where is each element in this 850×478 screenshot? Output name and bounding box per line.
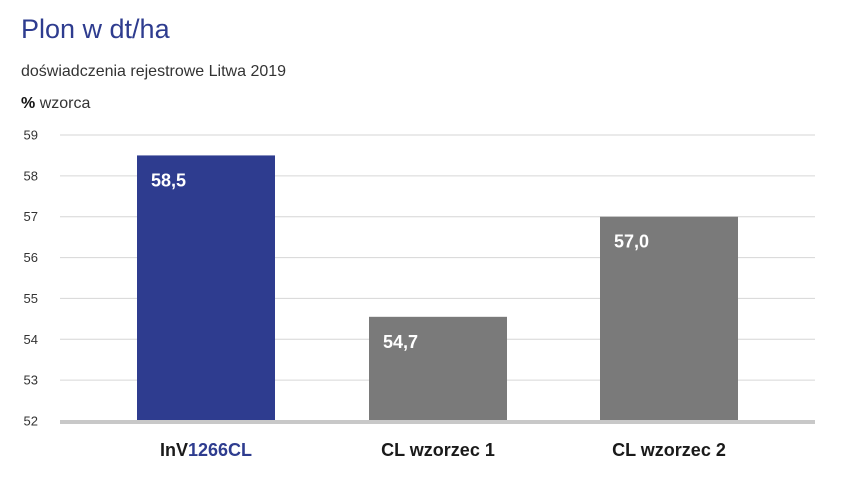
y-axis-label-text: wzorca <box>39 95 91 112</box>
bars <box>137 155 738 421</box>
bar <box>369 316 507 421</box>
category-label: CL wzorzec 2 <box>612 440 726 460</box>
category-label-text: InV <box>160 440 188 460</box>
category-label: CL wzorzec 1 <box>381 440 495 460</box>
chart-subtitle: doświadczenia rejestrowe Litwa 2019 <box>21 63 287 80</box>
y-tick-label: 54 <box>24 332 38 347</box>
y-tick-label: 57 <box>24 209 38 224</box>
y-axis-label-symbol: % <box>21 95 36 112</box>
bar-value-label: 58,5 <box>151 170 186 190</box>
value-labels: 58,5 54,7 57,0 <box>151 170 649 351</box>
category-labels: InV1266CL CL wzorzec 1 CL wzorzec 2 <box>160 440 726 460</box>
category-label-text: CL wzorzec 1 <box>381 440 495 460</box>
y-tick-label: 55 <box>24 291 38 306</box>
bar-value-label: 54,7 <box>383 332 418 352</box>
baseline <box>60 420 815 424</box>
y-tick-label: 53 <box>24 373 38 388</box>
y-tick-label: 59 <box>24 128 38 143</box>
x-axis-baseline <box>60 420 815 424</box>
bar-value-label: 57,0 <box>614 232 649 252</box>
bar <box>137 155 275 421</box>
chart-title: Plon w dt/ha <box>21 14 170 44</box>
y-axis-label: % wzorca <box>21 95 90 113</box>
category-label-text: CL wzorzec 2 <box>612 440 726 460</box>
y-tick-label: 58 <box>24 168 38 183</box>
bar <box>600 216 738 421</box>
y-axis-ticks: 52 53 54 55 56 57 58 59 <box>24 128 38 429</box>
category-label: InV1266CL <box>160 440 252 460</box>
y-tick-label: 56 <box>24 250 38 265</box>
category-label-highlight: 1266CL <box>188 440 252 460</box>
y-tick-label: 52 <box>24 414 38 429</box>
